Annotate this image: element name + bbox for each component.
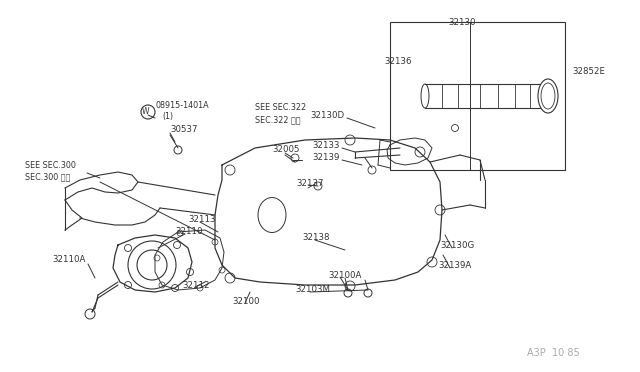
Text: 32133: 32133 [312,141,340,150]
Bar [390,22,565,170]
Text: SEE SEC.322: SEE SEC.322 [255,103,306,112]
Text: 32139: 32139 [312,153,340,161]
Text: 08915-1401A: 08915-1401A [155,100,209,109]
Text: 32852E: 32852E [572,67,605,77]
Text: 32130: 32130 [448,18,476,27]
Text: 32100A: 32100A [328,270,362,279]
Text: 32139A: 32139A [438,262,471,270]
Text: 30537: 30537 [170,125,198,135]
Text: SEE SEC.300: SEE SEC.300 [25,161,76,170]
Text: 32112: 32112 [182,282,209,291]
Text: SEC.322 参照: SEC.322 参照 [255,115,301,125]
Text: 32103M: 32103M [295,285,330,295]
Text: A3P  10 85: A3P 10 85 [527,348,580,358]
Text: SEC.300 参照: SEC.300 参照 [25,173,70,182]
Text: 32005: 32005 [272,145,300,154]
Text: 32130G: 32130G [440,241,474,250]
Text: W: W [141,108,148,116]
Text: 32100: 32100 [232,298,259,307]
Text: 32138: 32138 [302,234,330,243]
Text: 32136: 32136 [384,58,412,67]
Text: 32130D: 32130D [311,112,345,121]
Text: 32137: 32137 [296,179,323,187]
Text: 32110A: 32110A [52,256,85,264]
Text: 32113: 32113 [188,215,216,224]
Text: 32110: 32110 [175,228,202,237]
Text: (1): (1) [162,112,173,121]
